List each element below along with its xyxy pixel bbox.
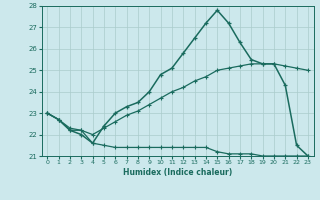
X-axis label: Humidex (Indice chaleur): Humidex (Indice chaleur) bbox=[123, 168, 232, 177]
